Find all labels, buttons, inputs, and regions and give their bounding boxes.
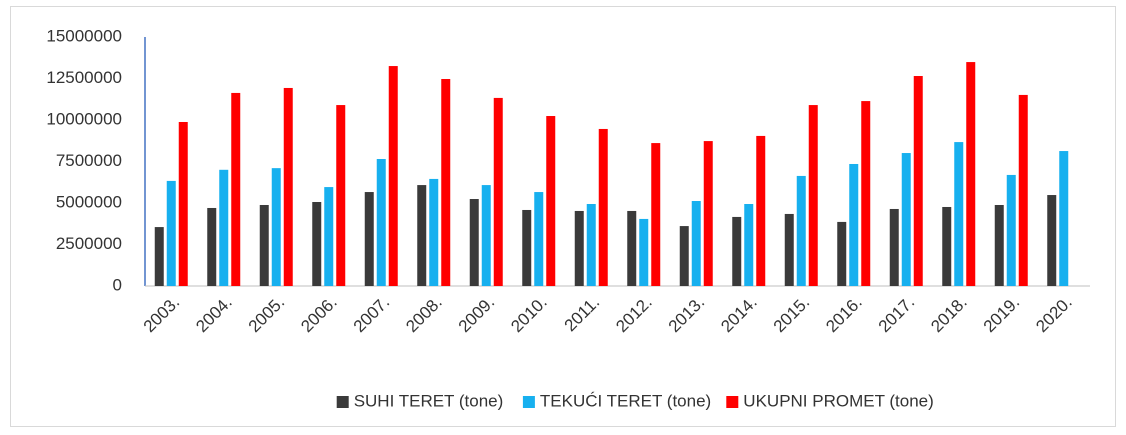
- bar: [889, 208, 899, 286]
- bar: [901, 153, 911, 286]
- bar: [178, 121, 188, 286]
- bar: [469, 199, 479, 286]
- chart-border: [10, 6, 1116, 427]
- bar: [574, 210, 584, 286]
- bar: [679, 226, 689, 286]
- bar: [994, 204, 1004, 286]
- bar: [259, 204, 269, 286]
- bar: [744, 203, 754, 286]
- bar: [324, 187, 334, 286]
- legend-label: UKUPNI PROMET (tone): [743, 391, 934, 410]
- bar: [388, 66, 398, 286]
- y-tick-label: 12500000: [46, 68, 122, 87]
- bar: [627, 210, 637, 286]
- bar: [954, 142, 964, 286]
- bar: [534, 192, 544, 286]
- bar: [283, 87, 293, 286]
- legend-swatch: [726, 396, 739, 408]
- bar: [598, 128, 608, 286]
- y-tick-label: 7500000: [56, 151, 122, 170]
- bar: [1047, 195, 1057, 286]
- bar: [966, 62, 976, 286]
- bar: [376, 159, 386, 286]
- bar: [154, 227, 164, 286]
- bar: [312, 202, 322, 286]
- bar: [429, 178, 439, 286]
- bar: [493, 97, 503, 286]
- legend-swatch: [522, 396, 535, 408]
- y-tick-label: 15000000: [46, 26, 122, 45]
- bar: [364, 192, 374, 286]
- y-tick-label: 0: [113, 275, 122, 294]
- bar: [219, 169, 229, 286]
- y-tick-label: 5000000: [56, 192, 122, 211]
- bar: [942, 206, 952, 286]
- bar: [207, 207, 217, 286]
- bar: [546, 116, 556, 287]
- bar: [837, 221, 847, 286]
- bar: [849, 163, 859, 286]
- bar: [336, 105, 346, 286]
- legend-label: TEKUĆI TERET (tone): [540, 391, 711, 410]
- bar: [586, 203, 596, 286]
- bar: [651, 143, 661, 286]
- bar: [861, 101, 871, 287]
- y-tick-label: 10000000: [46, 109, 122, 128]
- y-tick-label: 2500000: [56, 234, 122, 253]
- bar: [639, 218, 649, 286]
- bar: [271, 168, 281, 286]
- legend-label: SUHI TERET (tone): [354, 391, 504, 410]
- bar: [1059, 151, 1069, 286]
- legend-swatch: [336, 396, 349, 408]
- bar: [732, 216, 742, 286]
- bar: [441, 78, 451, 286]
- bar: [703, 141, 713, 286]
- bar: [691, 201, 701, 286]
- bar: [231, 92, 241, 286]
- bar: [1006, 174, 1016, 286]
- bar: [913, 76, 923, 286]
- bar: [522, 209, 532, 286]
- bar: [756, 135, 766, 286]
- bar: [166, 180, 176, 286]
- bar: [808, 105, 818, 286]
- bar: [796, 175, 806, 286]
- bar: [481, 185, 491, 286]
- bar: [417, 185, 427, 286]
- bar: [1018, 94, 1028, 287]
- bar: [784, 213, 794, 286]
